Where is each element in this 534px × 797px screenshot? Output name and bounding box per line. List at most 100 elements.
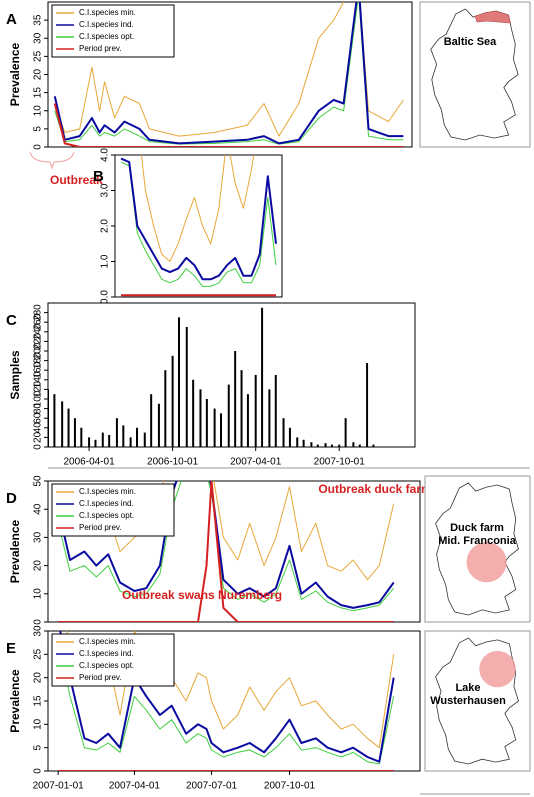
y-tick-label: 160	[33, 361, 44, 378]
y-tick-label: 20	[33, 69, 44, 81]
bar	[192, 379, 195, 447]
bar	[157, 403, 160, 447]
y-tick-label: 180	[33, 352, 44, 369]
y-axis-label: Samples	[8, 350, 22, 400]
y-tick-label: 40	[33, 422, 44, 434]
bar	[94, 439, 97, 447]
y-tick-label: 25	[33, 50, 44, 62]
bar	[122, 425, 125, 447]
plot-area	[53, 2, 404, 147]
legend-label: Period prev.	[79, 44, 122, 53]
highlight-region	[479, 650, 516, 688]
bar	[199, 389, 202, 447]
y-tick-label: 20	[33, 672, 44, 684]
bar	[366, 363, 369, 447]
bar	[344, 418, 347, 447]
outbreak-bracket	[29, 151, 75, 170]
legend-label: C.I.species ind.	[79, 20, 134, 29]
x-tick-label: 2007-07-01	[186, 781, 238, 792]
map-label: Duck farm	[450, 522, 504, 534]
y-tick-label: 1.0	[100, 254, 111, 268]
y-tick-label: 4.0	[100, 148, 111, 162]
y-tick-label: 15	[33, 695, 44, 707]
bar	[316, 444, 319, 447]
bar	[205, 399, 208, 447]
map-label: Baltic Sea	[444, 36, 497, 48]
y-tick-label: 30	[33, 531, 44, 543]
y-tick-label: 220	[33, 333, 44, 350]
bar	[61, 401, 64, 447]
y-tick-label: 280	[33, 304, 44, 321]
bar	[288, 427, 291, 447]
bar	[338, 444, 341, 447]
y-tick-label: 20	[33, 560, 44, 572]
y-tick-label: 3.0	[100, 183, 111, 197]
bar	[220, 413, 223, 447]
y-tick-label: 25	[33, 648, 44, 660]
y-tick-label: 5	[33, 126, 44, 132]
bar	[48, 389, 49, 447]
bar	[372, 444, 375, 447]
y-tick-label: 120	[33, 381, 44, 398]
y-tick-label: 50	[33, 475, 44, 487]
bar	[67, 408, 70, 447]
legend-label: C.I.species opt.	[79, 661, 134, 670]
y-tick-label: 240	[33, 323, 44, 340]
bar	[310, 442, 313, 447]
y-tick-label: 10	[33, 105, 44, 117]
y-tick-label: 35	[33, 14, 44, 26]
bar	[73, 418, 76, 447]
bar	[352, 442, 355, 447]
bar	[136, 427, 139, 447]
series-line	[57, 481, 395, 609]
bar	[268, 389, 271, 447]
bar	[129, 437, 132, 447]
plot-area	[57, 631, 395, 771]
y-tick-label: 15	[33, 87, 44, 99]
plot-area	[48, 307, 375, 447]
series-line	[120, 161, 277, 287]
y-tick-label: 40	[33, 503, 44, 515]
legend-label: C.I.species opt.	[79, 511, 134, 520]
series-line	[54, 2, 404, 137]
legend-label: C.I.species min.	[79, 637, 136, 646]
panel-label: A	[6, 11, 17, 28]
panel-label: E	[6, 640, 16, 657]
bar	[164, 370, 167, 447]
bar	[80, 427, 83, 447]
x-tick-label: 2006-04-01	[64, 457, 116, 468]
bar	[330, 444, 333, 447]
y-tick-label: 20	[33, 431, 44, 443]
bar	[302, 439, 305, 447]
y-tick-label: 0	[33, 444, 44, 450]
map-label: Lake	[455, 682, 480, 694]
bar	[296, 437, 299, 447]
y-axis-label: Prevalence	[8, 42, 22, 106]
series-line	[53, 2, 404, 145]
y-tick-label: 80	[33, 403, 44, 415]
plot-frame	[114, 154, 283, 298]
y-tick-label: 60	[33, 412, 44, 424]
bar	[358, 444, 361, 447]
bar	[171, 355, 174, 447]
plot-frame	[47, 302, 416, 448]
legend-label: C.I.species opt.	[79, 32, 134, 41]
map-label: Wusterhausen	[430, 695, 506, 707]
series-line	[57, 640, 395, 765]
y-tick-label: 0.0	[100, 290, 111, 304]
map-label: Mid. Franconia	[438, 535, 517, 547]
highlight-region	[466, 542, 507, 583]
y-tick-label: 100	[33, 390, 44, 407]
bar	[261, 307, 264, 447]
bar	[185, 327, 188, 447]
y-tick-label: 30	[33, 625, 44, 637]
y-tick-label: 140	[33, 371, 44, 388]
bar	[143, 432, 146, 447]
bar	[178, 317, 181, 447]
bar	[101, 432, 104, 447]
y-tick-label: 200	[33, 342, 44, 359]
bar	[240, 370, 243, 447]
bar	[88, 437, 91, 447]
panel-label: D	[6, 490, 17, 507]
annotation: Outbreak swans Nuremberg	[122, 588, 282, 602]
